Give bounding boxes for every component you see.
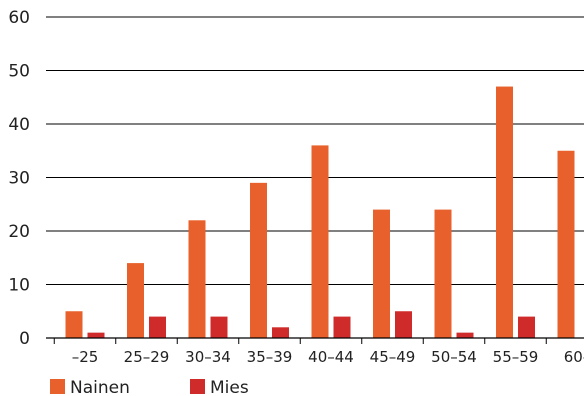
y-tick-label: 40 [8, 115, 30, 135]
bar-mies-1 [149, 316, 166, 338]
y-tick-label: 0 [19, 329, 30, 349]
bar-nainen-5 [373, 209, 390, 338]
y-tick-label: 20 [8, 222, 30, 242]
x-tick-label: –25 [72, 348, 99, 366]
x-tick-label: 30–34 [185, 348, 231, 366]
bar-nainen-6 [434, 209, 452, 338]
x-tick-label: 50–54 [431, 348, 477, 366]
x-tick-label: 60– [564, 348, 584, 366]
x-tick-label: 25–29 [124, 348, 170, 366]
y-tick-label: 30 [8, 169, 30, 189]
bar-mies-3 [272, 327, 289, 338]
x-axis [46, 337, 584, 344]
bar-nainen-1 [127, 263, 144, 338]
bar-mies-2 [210, 316, 228, 338]
y-tick-label: 10 [8, 276, 30, 296]
y-tick-label: 50 [8, 62, 30, 82]
bar-nainen-4 [311, 145, 329, 338]
bar-mies-5 [395, 311, 412, 338]
bar-nainen-3 [250, 182, 267, 338]
bar-nainen-0 [65, 311, 83, 338]
x-tick-label: 40–44 [308, 348, 354, 366]
bar-mies-6 [456, 332, 474, 338]
bars [65, 86, 575, 338]
x-tick-label: 35–39 [247, 348, 293, 366]
legend-item-mies: Mies [190, 378, 249, 396]
legend-swatch [190, 379, 205, 394]
bar-mies-7 [518, 316, 535, 338]
bar-mies-0 [87, 332, 105, 338]
bar-nainen-8 [557, 150, 575, 338]
x-axis-category-labels: –25 25–29 30–34 35–39 40–44 45–49 50–54 55–59 60… [72, 348, 584, 366]
y-axis-tick-labels: 0 10 20 30 40 50 60 [8, 8, 30, 349]
legend-item-nainen: Nainen [50, 378, 130, 396]
bar-nainen-2 [188, 220, 206, 338]
bar-mies-4 [333, 316, 351, 338]
legend: Nainen Mies [50, 378, 249, 396]
bar-nainen-7 [496, 86, 513, 338]
x-tick-label: 55–59 [493, 348, 539, 366]
legend-swatch [50, 379, 65, 394]
legend-label: Mies [210, 378, 249, 396]
x-tick-label: 45–49 [370, 348, 416, 366]
legend-label: Nainen [70, 378, 130, 396]
y-tick-label: 60 [8, 8, 30, 28]
